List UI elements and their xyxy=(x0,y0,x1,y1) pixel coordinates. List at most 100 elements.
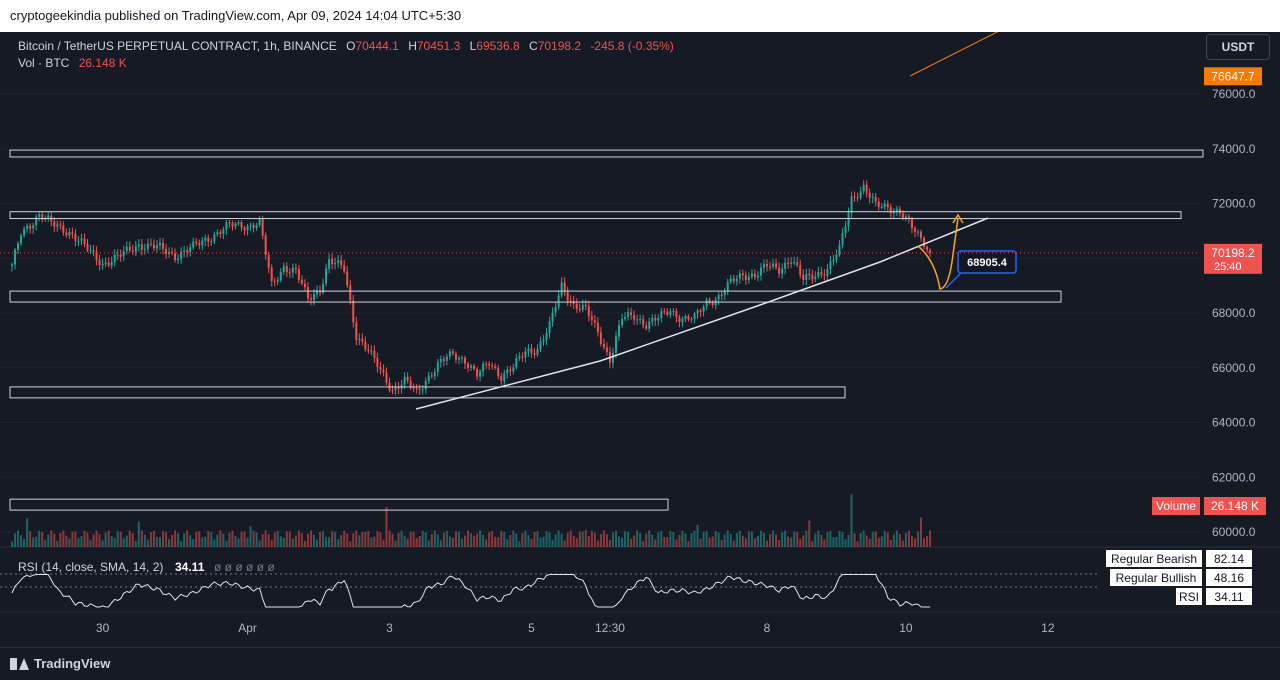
candle-body xyxy=(886,203,889,208)
price-tick-label: 68000.0 xyxy=(1212,306,1256,320)
candle-body xyxy=(110,261,113,266)
candle-body xyxy=(316,290,319,295)
volume-bar xyxy=(907,530,910,547)
volume-bar xyxy=(775,534,778,547)
candle-body xyxy=(17,243,20,250)
volume-bar xyxy=(913,538,916,547)
candle-body xyxy=(820,272,823,275)
candle-body xyxy=(895,208,898,212)
volume-bar xyxy=(201,537,204,547)
time-tick-label: 5 xyxy=(528,621,535,635)
volume-bar xyxy=(11,541,13,547)
projection-arrow xyxy=(952,213,964,224)
volume-bar xyxy=(790,537,793,547)
volume-bar xyxy=(14,533,17,547)
volume-bar xyxy=(158,537,161,547)
price-chart[interactable]: 60000.062000.064000.066000.068000.070000… xyxy=(0,32,1280,647)
candle-body xyxy=(460,357,463,359)
volume-bar xyxy=(844,539,847,547)
candle-body xyxy=(554,307,557,313)
candle-body xyxy=(793,262,796,264)
volume-bar xyxy=(720,539,723,547)
volume-bar xyxy=(71,531,74,547)
volume-bar xyxy=(451,537,454,547)
volume-bar xyxy=(744,538,747,547)
candle-body xyxy=(539,341,542,350)
volume-bar xyxy=(862,530,865,547)
candle-body xyxy=(787,262,790,264)
candle-body xyxy=(137,244,140,247)
candle-body xyxy=(690,318,693,320)
volume-bar xyxy=(319,532,322,547)
volume-badge-value-box xyxy=(1204,497,1266,515)
candle-body xyxy=(328,258,331,269)
candle-body xyxy=(602,343,605,348)
candle-body xyxy=(68,232,71,236)
volume-bar xyxy=(80,536,83,547)
volume-bar xyxy=(835,537,838,547)
volume-bar xyxy=(572,535,575,547)
volume-bar xyxy=(642,541,645,547)
volume-bar xyxy=(587,536,590,547)
volume-bar xyxy=(95,530,98,547)
volume-bar xyxy=(316,539,319,547)
candle-body xyxy=(772,263,775,267)
currency-button[interactable]: USDT xyxy=(1206,34,1270,60)
volume-bar xyxy=(421,530,424,547)
volume-bar xyxy=(273,532,276,547)
candle-body xyxy=(210,241,213,243)
volume-bar xyxy=(62,530,65,547)
volume-bar xyxy=(747,531,750,547)
chart-frame[interactable]: 60000.062000.064000.066000.068000.070000… xyxy=(0,32,1280,647)
volume-bar xyxy=(116,531,119,547)
candle-body xyxy=(162,243,164,249)
volume-bar xyxy=(294,535,297,547)
volume-bar xyxy=(784,530,787,547)
candle-body xyxy=(799,265,802,275)
candle-body xyxy=(578,309,581,311)
volume-bar xyxy=(337,539,340,547)
candle-body xyxy=(74,233,77,241)
candle-body xyxy=(596,322,599,333)
candle-body xyxy=(479,371,482,377)
volume-bar xyxy=(527,535,530,547)
candle-body xyxy=(488,363,491,366)
volume-bar xyxy=(883,530,886,547)
volume-bar xyxy=(276,530,279,547)
tradingview-logo[interactable]: TradingView xyxy=(10,656,110,671)
rsi-level-name: RSI xyxy=(1179,590,1199,604)
candle-body xyxy=(669,311,672,315)
volume-bar xyxy=(581,531,584,547)
volume-bar xyxy=(464,535,466,547)
candle-body xyxy=(192,241,195,248)
candle-body xyxy=(358,338,361,341)
candle-body xyxy=(657,318,660,321)
volume-bar xyxy=(708,537,711,547)
candle-body xyxy=(684,316,687,319)
volume-bar xyxy=(143,534,146,547)
volume-bar xyxy=(210,532,213,547)
volume-bar xyxy=(811,541,814,547)
candle-body xyxy=(533,352,536,355)
volume-bar xyxy=(657,532,660,547)
volume-bar xyxy=(814,533,817,547)
orange-price-badge xyxy=(1204,67,1262,86)
price-tick-label: 64000.0 xyxy=(1212,416,1256,430)
rsi-label: RSI (14, close, SMA, 14, 2) xyxy=(18,560,163,574)
price-tick-label: 74000.0 xyxy=(1212,142,1256,156)
time-tick-label: Apr xyxy=(238,621,257,635)
volume-bar xyxy=(787,536,790,547)
candle-body xyxy=(811,274,814,280)
candle-body xyxy=(590,316,593,321)
candle-body xyxy=(563,282,566,293)
volume-bar xyxy=(325,536,328,547)
candle-body xyxy=(648,321,651,329)
volume-bar xyxy=(313,534,315,547)
candle-body xyxy=(491,365,494,367)
volume-bar xyxy=(621,537,624,547)
volume-bar xyxy=(826,532,829,547)
candle-body xyxy=(47,215,50,219)
candle-body xyxy=(624,316,627,319)
volume-bar xyxy=(77,537,80,547)
volume-bar xyxy=(50,530,53,547)
